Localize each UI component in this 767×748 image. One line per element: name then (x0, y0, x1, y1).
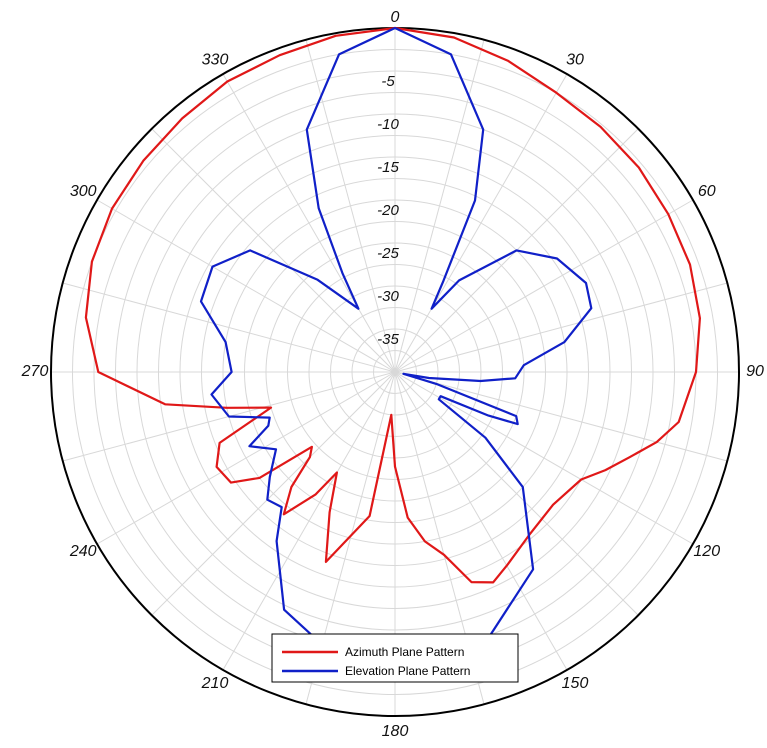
angle-tick-label: 30 (566, 51, 584, 68)
angle-tick-label: 300 (70, 183, 97, 200)
angle-tick-label: 120 (693, 543, 720, 560)
radial-tick-label: -30 (377, 288, 399, 305)
angle-tick-label: 240 (69, 543, 97, 560)
angle-tick-labels: 0 30 60 90 120 150 180 210 240 270 300 330 (21, 9, 764, 740)
grid-spoke (394, 371, 639, 616)
radial-tick-label: -20 (377, 202, 399, 219)
angle-tick-label: 180 (382, 723, 409, 740)
grid-spoke (222, 371, 396, 671)
grid-spoke (394, 199, 694, 373)
grid-spoke (151, 128, 396, 373)
grid-spoke (151, 371, 396, 616)
grid-spoke (96, 371, 396, 545)
angle-tick-label: 210 (201, 675, 229, 692)
legend-box (271, 633, 519, 683)
angle-tick-label: 270 (21, 363, 49, 380)
radial-tick-label: -10 (377, 116, 399, 133)
radial-tick-label: -35 (377, 331, 399, 348)
grid-spoke (394, 73, 568, 373)
grid-spoke (394, 282, 728, 373)
angle-tick-label: 330 (202, 51, 229, 68)
angle-tick-label: 60 (698, 183, 716, 200)
legend: Azimuth Plane Pattern Elevation Plane Pa… (271, 633, 519, 683)
radial-tick-label: -15 (377, 159, 399, 176)
angle-tick-label: 150 (562, 675, 589, 692)
grid-spoke (222, 73, 396, 373)
legend-label-elevation: Elevation Plane Pattern (345, 664, 470, 678)
grid-spoke (62, 282, 396, 373)
grid-spoke (394, 371, 568, 671)
grid-spoke (96, 199, 396, 373)
radial-tick-label: -5 (381, 73, 395, 90)
radial-tick-labels: -5 -10 -15 -20 -25 -30 -35 (377, 73, 399, 348)
series-line-azimuth (84, 26, 701, 584)
grid-spoke (394, 39, 485, 373)
legend-label-azimuth: Azimuth Plane Pattern (345, 645, 464, 659)
angle-tick-label: 0 (391, 9, 400, 26)
grid-spoke (394, 371, 728, 462)
radial-tick-label: -25 (377, 245, 399, 262)
angle-tick-label: 90 (746, 363, 764, 380)
grid-spoke (394, 371, 694, 545)
